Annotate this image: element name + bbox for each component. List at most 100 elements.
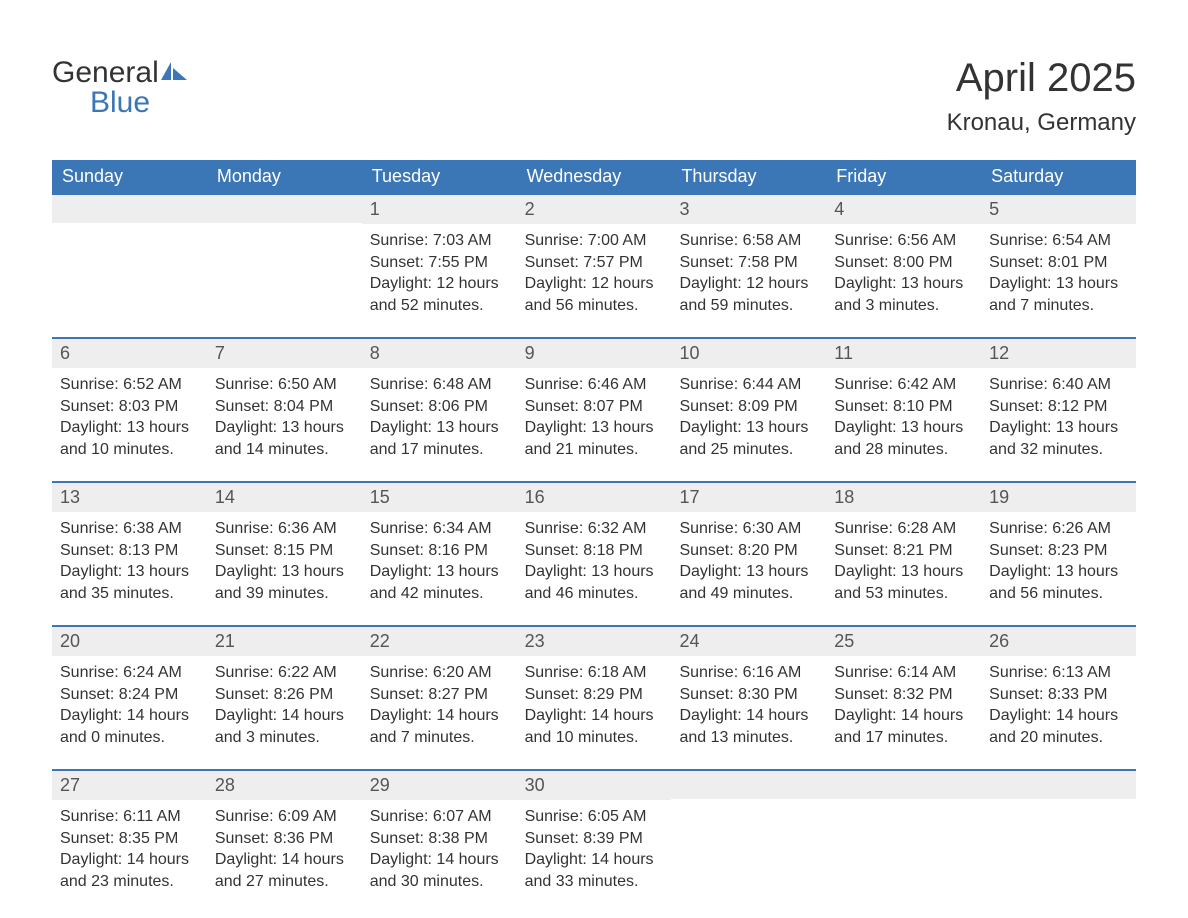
daylight-text: Daylight: 14 hours and 23 minutes.: [60, 849, 199, 892]
location-subtitle: Kronau, Germany: [947, 109, 1136, 137]
sunset-text: Sunset: 8:23 PM: [989, 540, 1128, 562]
calendar-day-cell: 28 Sunrise: 6:09 AMSunset: 8:36 PMDayligh…: [207, 771, 362, 913]
calendar-day-cell: 23Sunrise: 6:18 AMSunset: 8:29 PMDayligh…: [517, 627, 672, 769]
sunset-text: Sunset: 8:33 PM: [989, 684, 1128, 706]
daylight-text: Daylight: 14 hours and 27 minutes.: [215, 849, 354, 892]
daylight-text: Daylight: 13 hours and 39 minutes.: [215, 561, 354, 604]
daylight-text: Daylight: 14 hours and 10 minutes.: [525, 705, 664, 748]
header-sunday: Sunday: [52, 160, 207, 193]
day-number: 29: [362, 771, 517, 800]
calendar-day-cell: [981, 771, 1136, 913]
calendar-day-cell: 16Sunrise: 6:32 AMSunset: 8:18 PMDayligh…: [517, 483, 672, 625]
day-details: Sunrise: 6:22 AMSunset: 8:26 PMDaylight:…: [207, 656, 362, 748]
day-number: 20: [52, 627, 207, 656]
sunset-text: Sunset: 8:20 PM: [679, 540, 818, 562]
day-details: Sunrise: 6:28 AMSunset: 8:21 PMDaylight:…: [826, 512, 981, 604]
day-number: 18: [826, 483, 981, 512]
daylight-text: Daylight: 14 hours and 7 minutes.: [370, 705, 509, 748]
daylight-text: Daylight: 13 hours and 32 minutes.: [989, 417, 1128, 460]
daylight-text: Daylight: 14 hours and 13 minutes.: [679, 705, 818, 748]
day-number: [207, 195, 362, 223]
calendar-day-cell: 13Sunrise: 6:38 AMSunset: 8:13 PMDayligh…: [52, 483, 207, 625]
calendar-day-cell: 8Sunrise: 6:48 AMSunset: 8:06 PMDaylight…: [362, 339, 517, 481]
sunrise-text: Sunrise: 6:09 AM: [215, 806, 354, 828]
day-number: 2: [517, 195, 672, 224]
day-number: 28: [207, 771, 362, 800]
calendar-day-cell: 9Sunrise: 6:46 AMSunset: 8:07 PMDaylight…: [517, 339, 672, 481]
day-number: 24: [671, 627, 826, 656]
day-details: Sunrise: 6:46 AMSunset: 8:07 PMDaylight:…: [517, 368, 672, 460]
sunrise-text: Sunrise: 6:46 AM: [525, 374, 664, 396]
title-block: April 2025 Kronau, Germany: [947, 56, 1136, 137]
sunrise-text: Sunrise: 6:22 AM: [215, 662, 354, 684]
calendar-day-cell: 7Sunrise: 6:50 AMSunset: 8:04 PMDaylight…: [207, 339, 362, 481]
day-details: Sunrise: 6:18 AMSunset: 8:29 PMDaylight:…: [517, 656, 672, 748]
calendar-day-cell: [671, 771, 826, 913]
calendar-grid: Sunday Monday Tuesday Wednesday Thursday…: [52, 160, 1136, 913]
sunset-text: Sunset: 8:03 PM: [60, 396, 199, 418]
sunset-text: Sunset: 8:12 PM: [989, 396, 1128, 418]
calendar-day-cell: 30Sunrise: 6:05 AMSunset: 8:39 PMDayligh…: [517, 771, 672, 913]
daylight-text: Daylight: 13 hours and 42 minutes.: [370, 561, 509, 604]
calendar-day-cell: 17Sunrise: 6:30 AMSunset: 8:20 PMDayligh…: [671, 483, 826, 625]
calendar-week-row: 27Sunrise: 6:11 AMSunset: 8:35 PMDayligh…: [52, 769, 1136, 913]
sunset-text: Sunset: 8:18 PM: [525, 540, 664, 562]
day-details: Sunrise: 6:56 AMSunset: 8:00 PMDaylight:…: [826, 224, 981, 316]
calendar-day-cell: 12Sunrise: 6:40 AMSunset: 8:12 PMDayligh…: [981, 339, 1136, 481]
calendar-day-cell: [207, 195, 362, 337]
calendar-day-cell: 29Sunrise: 6:07 AMSunset: 8:38 PMDayligh…: [362, 771, 517, 913]
logo-flag-icon: [161, 56, 189, 90]
day-details: Sunrise: 6:20 AMSunset: 8:27 PMDaylight:…: [362, 656, 517, 748]
sunrise-text: Sunrise: 6:34 AM: [370, 518, 509, 540]
sunset-text: Sunset: 8:39 PM: [525, 828, 664, 850]
daylight-text: Daylight: 13 hours and 17 minutes.: [370, 417, 509, 460]
daylight-text: Daylight: 12 hours and 56 minutes.: [525, 273, 664, 316]
logo-text-blue: Blue: [90, 86, 189, 120]
daylight-text: Daylight: 14 hours and 20 minutes.: [989, 705, 1128, 748]
day-number: 22: [362, 627, 517, 656]
daylight-text: Daylight: 13 hours and 25 minutes.: [679, 417, 818, 460]
sunset-text: Sunset: 8:26 PM: [215, 684, 354, 706]
calendar-day-cell: 24Sunrise: 6:16 AMSunset: 8:30 PMDayligh…: [671, 627, 826, 769]
day-details: Sunrise: 6:14 AMSunset: 8:32 PMDaylight:…: [826, 656, 981, 748]
sunrise-text: Sunrise: 6:42 AM: [834, 374, 973, 396]
sunset-text: Sunset: 8:15 PM: [215, 540, 354, 562]
calendar-day-cell: 1Sunrise: 7:03 AMSunset: 7:55 PMDaylight…: [362, 195, 517, 337]
calendar-day-cell: 15Sunrise: 6:34 AMSunset: 8:16 PMDayligh…: [362, 483, 517, 625]
daylight-text: Daylight: 13 hours and 14 minutes.: [215, 417, 354, 460]
sunrise-text: Sunrise: 6:16 AM: [679, 662, 818, 684]
day-number: 25: [826, 627, 981, 656]
day-number: [826, 771, 981, 799]
daylight-text: Daylight: 14 hours and 0 minutes.: [60, 705, 199, 748]
day-number: 26: [981, 627, 1136, 656]
daylight-text: Daylight: 13 hours and 7 minutes.: [989, 273, 1128, 316]
sunrise-text: Sunrise: 6:40 AM: [989, 374, 1128, 396]
sunset-text: Sunset: 8:09 PM: [679, 396, 818, 418]
day-details: Sunrise: 6:36 AMSunset: 8:15 PMDaylight:…: [207, 512, 362, 604]
daylight-text: Daylight: 13 hours and 56 minutes.: [989, 561, 1128, 604]
day-number: 12: [981, 339, 1136, 368]
calendar-day-cell: [826, 771, 981, 913]
day-number: 15: [362, 483, 517, 512]
sunset-text: Sunset: 7:55 PM: [370, 252, 509, 274]
sunrise-text: Sunrise: 6:54 AM: [989, 230, 1128, 252]
day-details: Sunrise: 6:40 AMSunset: 8:12 PMDaylight:…: [981, 368, 1136, 460]
sunset-text: Sunset: 8:36 PM: [215, 828, 354, 850]
sunrise-text: Sunrise: 7:03 AM: [370, 230, 509, 252]
sunrise-text: Sunrise: 6:26 AM: [989, 518, 1128, 540]
sunrise-text: Sunrise: 6:32 AM: [525, 518, 664, 540]
sunset-text: Sunset: 8:24 PM: [60, 684, 199, 706]
calendar-day-cell: 19Sunrise: 6:26 AMSunset: 8:23 PMDayligh…: [981, 483, 1136, 625]
calendar-day-cell: 11Sunrise: 6:42 AMSunset: 8:10 PMDayligh…: [826, 339, 981, 481]
sunset-text: Sunset: 8:35 PM: [60, 828, 199, 850]
day-number: 7: [207, 339, 362, 368]
day-details: Sunrise: 6:52 AMSunset: 8:03 PMDaylight:…: [52, 368, 207, 460]
sunrise-text: Sunrise: 6:38 AM: [60, 518, 199, 540]
sunset-text: Sunset: 8:10 PM: [834, 396, 973, 418]
header-friday: Friday: [826, 160, 981, 193]
sunrise-text: Sunrise: 6:52 AM: [60, 374, 199, 396]
day-details: Sunrise: 6:32 AMSunset: 8:18 PMDaylight:…: [517, 512, 672, 604]
logo-text-general: General: [52, 56, 159, 89]
calendar-day-cell: 5Sunrise: 6:54 AMSunset: 8:01 PMDaylight…: [981, 195, 1136, 337]
sunset-text: Sunset: 8:27 PM: [370, 684, 509, 706]
